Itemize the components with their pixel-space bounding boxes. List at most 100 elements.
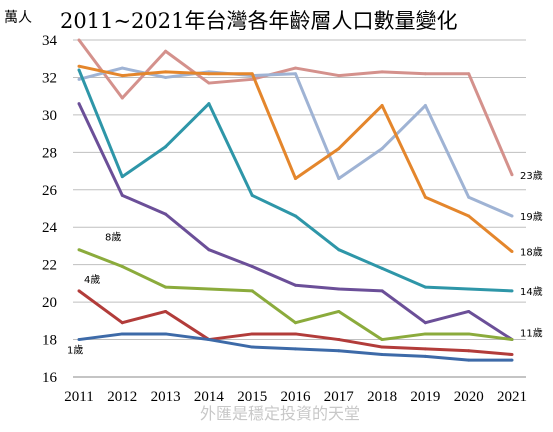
series-5 (77, 248, 514, 342)
series-line (78, 332, 512, 362)
data-point (164, 75, 168, 79)
data-point (510, 358, 514, 362)
series-label: 4歲 (84, 273, 100, 286)
series-label: 8歲 (105, 231, 121, 244)
data-point (294, 72, 297, 76)
data-point (467, 358, 471, 362)
data-point (423, 321, 427, 325)
x-tick-label: 2018 (367, 389, 397, 405)
data-point (294, 321, 297, 325)
series-4 (77, 102, 514, 342)
series-line (78, 248, 513, 342)
data-point (510, 289, 514, 293)
data-point (294, 347, 297, 351)
data-point (77, 248, 81, 252)
data-point (510, 214, 514, 218)
data-point (120, 265, 124, 269)
gridlines (73, 39, 526, 378)
data-point (337, 74, 341, 78)
series-label: 14歲 (520, 285, 543, 298)
series-line (78, 64, 513, 253)
data-point (380, 147, 384, 151)
data-point (77, 64, 81, 68)
data-point (207, 338, 211, 342)
data-point (467, 214, 471, 218)
watermark: 外匯是穩定投資的天堂 (200, 404, 360, 423)
data-point (380, 353, 384, 357)
series-label: 19歲 (520, 210, 543, 223)
x-tick-label: 2012 (107, 389, 137, 405)
y-tick-label: 22 (42, 258, 57, 274)
data-point (250, 289, 254, 293)
data-point (164, 212, 168, 216)
data-point (337, 177, 341, 181)
data-point (423, 104, 427, 108)
chart-title: 2011~2021年台灣各年齡層人口數量變化 (60, 9, 457, 33)
data-point (337, 147, 341, 151)
y-tick-labels: 16 18 20 22 24 26 28 30 32 34 (42, 33, 58, 386)
y-tick-label: 18 (42, 333, 57, 349)
data-point (164, 332, 168, 336)
data-point (250, 345, 254, 349)
data-point (120, 332, 124, 336)
data-point (77, 38, 81, 42)
data-point (294, 214, 297, 218)
data-point (120, 321, 124, 325)
data-point (467, 287, 471, 291)
y-tick-label: 16 (42, 370, 58, 386)
data-point (120, 175, 124, 179)
series-label: 18歲 (520, 246, 543, 259)
series-3 (77, 68, 514, 293)
data-point (250, 72, 254, 76)
x-tick-label: 2017 (324, 389, 355, 405)
series-lines (77, 38, 514, 362)
data-point (250, 265, 254, 269)
y-tick-label: 26 (42, 183, 58, 199)
data-point (380, 266, 384, 270)
series-1 (77, 66, 514, 218)
data-point (467, 349, 471, 353)
series-7 (77, 332, 514, 362)
data-point (510, 250, 514, 254)
data-point (164, 70, 168, 74)
data-point (337, 349, 341, 353)
data-point (423, 347, 427, 351)
data-point (510, 353, 514, 357)
y-tick-label: 20 (42, 295, 57, 311)
data-point (423, 354, 427, 358)
data-point (164, 285, 168, 289)
data-point (337, 309, 341, 313)
data-point (164, 145, 168, 149)
data-point (77, 338, 81, 342)
series-line (78, 66, 513, 218)
y-tick-label: 32 (42, 70, 57, 86)
data-point (337, 287, 341, 291)
data-point (207, 287, 211, 291)
x-tick-label: 2021 (497, 389, 527, 405)
data-point (423, 332, 427, 336)
x-tick-label: 2020 (454, 389, 484, 405)
data-point (77, 77, 81, 81)
x-tick-label: 2014 (194, 389, 225, 405)
data-point (467, 195, 471, 199)
data-point (423, 72, 427, 76)
data-point (294, 332, 297, 336)
data-point (510, 338, 514, 342)
y-tick-label: 30 (42, 108, 57, 124)
data-point (120, 193, 124, 197)
data-point (164, 309, 168, 313)
data-point (380, 338, 384, 342)
x-tick-label: 2015 (237, 389, 267, 405)
series-label: 11歲 (520, 327, 543, 340)
data-point (380, 70, 384, 74)
data-point (77, 102, 81, 106)
data-point (120, 66, 124, 70)
series-line (77, 69, 513, 293)
x-tick-label: 2016 (281, 389, 312, 405)
y-tick-label: 24 (42, 220, 58, 236)
data-point (380, 104, 384, 108)
data-point (207, 72, 211, 76)
data-point (120, 96, 124, 100)
data-point (77, 289, 81, 293)
